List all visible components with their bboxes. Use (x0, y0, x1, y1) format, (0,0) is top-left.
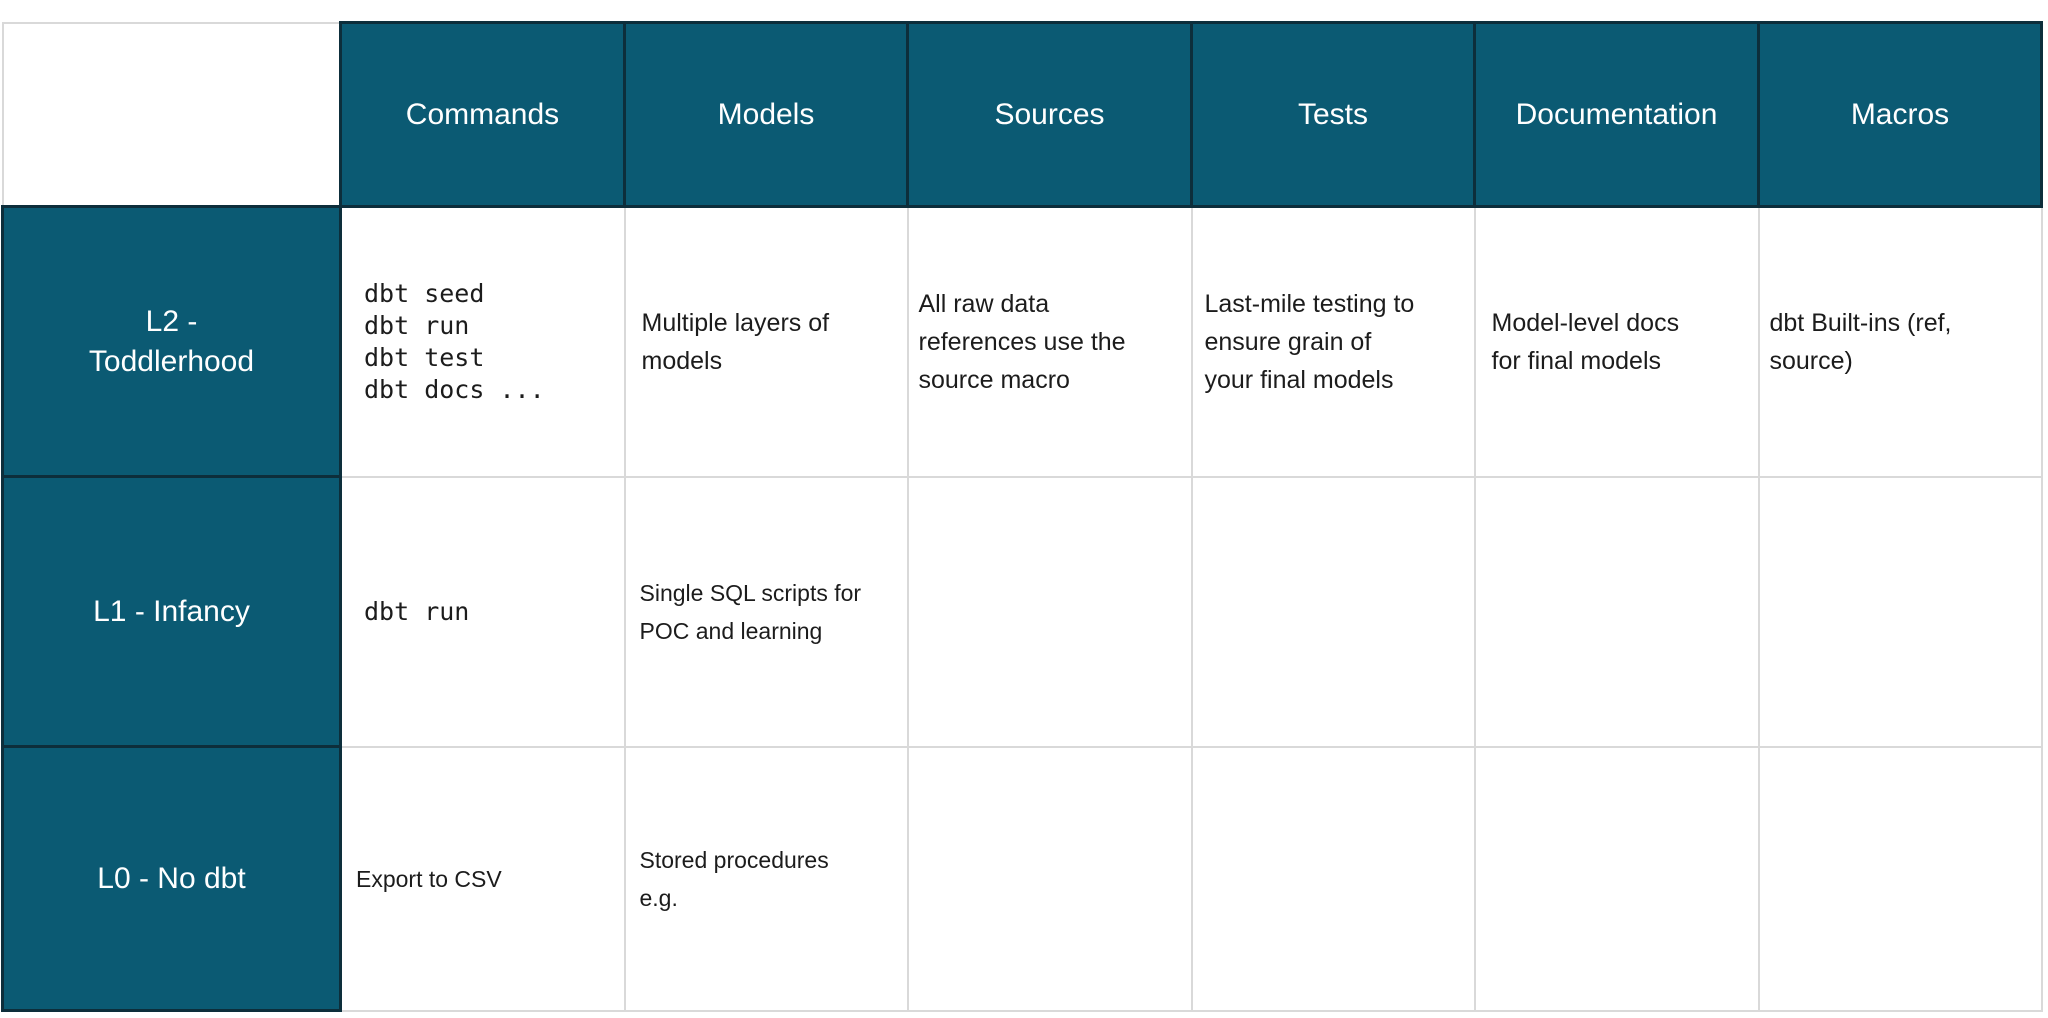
row-l2-toddlerhood: L2 - Toddlerhood dbt seed dbt run dbt te… (1, 205, 2043, 478)
cell-text: Multiple layers of models (641, 308, 830, 375)
cell-text (909, 873, 1191, 885)
cell-text: Stored procedures e.g. (639, 846, 829, 911)
cell-text (1760, 606, 2041, 618)
corner-cell (1, 21, 342, 208)
cell-l1-models: Single SQL scripts for POC and learning (623, 475, 909, 748)
cell-text (1476, 873, 1758, 885)
cell-l2-tests: Last-mile testing to ensure grain of you… (1190, 205, 1476, 478)
cell-text: dbt Built-ins (ref, source) (1769, 308, 1952, 375)
cell-text (1193, 606, 1474, 618)
cell-text: dbt seed dbt run dbt test dbt docs ... (364, 278, 545, 404)
row-header-l2-toddlerhood: L2 - Toddlerhood (1, 205, 342, 478)
cell-l1-commands: dbt run (339, 475, 626, 748)
cell-text: Single SQL scripts for POC and learning (639, 579, 862, 644)
cell-l0-macros (1757, 745, 2043, 1012)
cell-l0-tests (1190, 745, 1476, 1012)
cell-l0-sources (906, 745, 1193, 1012)
cell-text: All raw data references use the source m… (918, 289, 1126, 394)
header-row: Commands Models Sources Tests Documentat… (1, 21, 2043, 208)
row-header-label: L2 - Toddlerhood (88, 304, 255, 378)
row-l1-infancy: L1 - Infancy dbt run Single SQL scripts … (1, 475, 2043, 748)
cell-l0-documentation (1473, 745, 1760, 1012)
maturity-matrix-table: Commands Models Sources Tests Documentat… (1, 21, 2043, 1012)
row-header-label: L1 - Infancy (93, 594, 250, 628)
cell-text: Model-level docs for final models (1491, 308, 1680, 375)
cell-l2-models: Multiple layers of models (623, 205, 909, 478)
cell-l1-documentation (1473, 475, 1760, 748)
cell-l0-commands: Export to CSV (339, 745, 626, 1012)
cell-l2-commands: dbt seed dbt run dbt test dbt docs ... (339, 205, 626, 478)
col-header-documentation: Documentation (1473, 21, 1760, 208)
row-header-l0-no-dbt: L0 - No dbt (1, 745, 342, 1012)
col-header-label: Documentation (1515, 97, 1718, 131)
col-header-macros: Macros (1757, 21, 2043, 208)
row-header-l1-infancy: L1 - Infancy (1, 475, 342, 748)
cell-text: Last-mile testing to ensure grain of you… (1204, 289, 1415, 394)
cell-text: dbt run (364, 596, 470, 626)
cell-l2-documentation: Model-level docs for final models (1473, 205, 1760, 478)
cell-text (1476, 606, 1758, 618)
cell-text (1760, 873, 2041, 885)
col-header-label: Models (717, 97, 815, 131)
col-header-label: Commands (405, 97, 560, 131)
cell-l1-sources (906, 475, 1193, 748)
col-header-label: Sources (994, 97, 1105, 131)
cell-text (909, 606, 1191, 618)
cell-l1-macros (1757, 475, 2043, 748)
row-header-label: L0 - No dbt (97, 861, 246, 895)
col-header-label: Macros (1850, 97, 1950, 131)
cell-l2-macros: dbt Built-ins (ref, source) (1757, 205, 2043, 478)
cell-l1-tests (1190, 475, 1476, 748)
col-header-sources: Sources (906, 21, 1193, 208)
col-header-models: Models (623, 21, 909, 208)
row-l0-no-dbt: L0 - No dbt Export to CSV Stored procedu… (1, 745, 2043, 1012)
cell-text (1193, 873, 1474, 885)
cell-text: Export to CSV (356, 865, 502, 892)
cell-l0-models: Stored procedures e.g. (623, 745, 909, 1012)
col-header-commands: Commands (339, 21, 626, 208)
col-header-label: Tests (1297, 97, 1369, 131)
col-header-tests: Tests (1190, 21, 1476, 208)
cell-l2-sources: All raw data references use the source m… (906, 205, 1193, 478)
